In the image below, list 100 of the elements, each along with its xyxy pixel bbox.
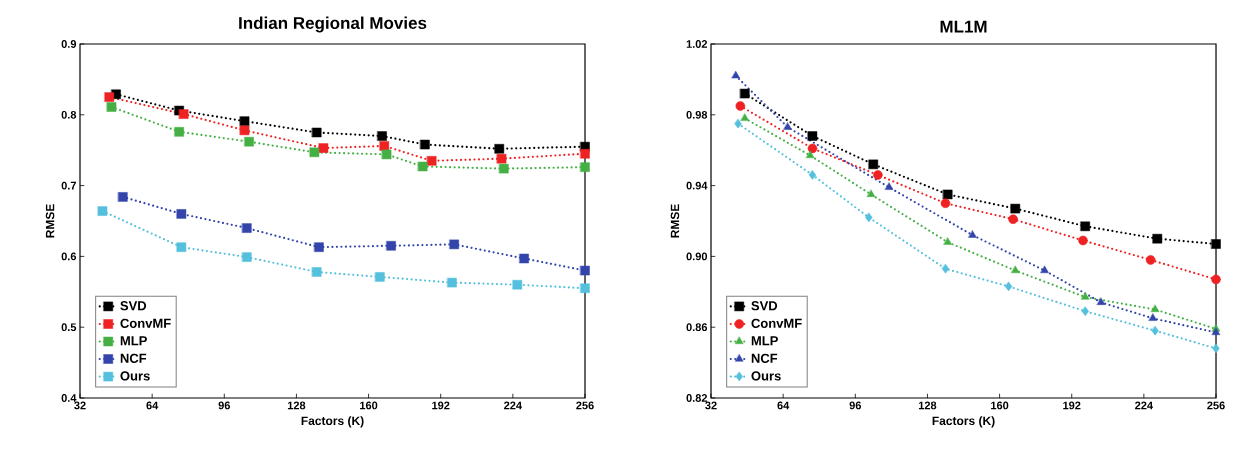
point [519, 253, 529, 264]
y-tick-label: 0.94 [686, 181, 708, 190]
y-tick-label: 0.4 [61, 394, 77, 402]
point [176, 209, 187, 219]
point [309, 147, 320, 158]
point [1211, 239, 1221, 249]
point [1010, 203, 1021, 214]
x-tick-label: 224 [504, 401, 522, 410]
legend-label: MLP [120, 336, 147, 346]
y-tick-label: 0.5 [61, 323, 77, 332]
point [1151, 304, 1160, 312]
point [941, 264, 950, 274]
y-tick-label: 1.02 [686, 40, 708, 48]
point [942, 189, 953, 200]
legend-label: SVD [751, 301, 778, 311]
point [1080, 221, 1090, 232]
x-tick-label: 256 [576, 401, 594, 410]
point [943, 237, 952, 245]
point [118, 192, 128, 202]
point [968, 230, 977, 238]
point [386, 241, 396, 251]
y-tick-label: 0.98 [686, 110, 708, 119]
point [868, 159, 879, 170]
point [239, 116, 250, 126]
point [807, 131, 818, 141]
point [449, 239, 459, 250]
chart-title: ML1M [940, 20, 987, 33]
point [174, 127, 184, 137]
legend-label: Ours [751, 371, 781, 381]
x-axis-title: Factors (K) [932, 416, 995, 428]
y-axis-title: RMSE [670, 204, 680, 238]
point [381, 149, 392, 160]
legend-label: ConvMF [751, 318, 802, 328]
point [940, 198, 951, 209]
point [1151, 325, 1159, 336]
point [176, 242, 187, 252]
y-tick-label: 0.8 [61, 110, 77, 119]
point [734, 118, 742, 129]
x-tick-label: 256 [1207, 401, 1225, 410]
y-tick-label: 0.82 [686, 394, 708, 402]
y-tick-label: 0.9 [61, 40, 77, 48]
x-tick-label: 32 [705, 401, 717, 410]
point [97, 206, 108, 216]
point [447, 277, 457, 288]
point [783, 122, 792, 130]
point [239, 125, 250, 136]
legend-label: NCF [120, 353, 147, 363]
y-tick-label: 0.7 [61, 181, 76, 190]
point [106, 102, 117, 112]
point [1011, 265, 1020, 274]
x-tick-label: 192 [1063, 401, 1081, 410]
point [311, 267, 322, 277]
y-tick-label: 0.86 [686, 323, 708, 332]
point [375, 272, 385, 282]
point [417, 161, 428, 172]
point [1211, 274, 1221, 285]
x-tick-label: 32 [74, 401, 86, 410]
legend-label: ConvMF [120, 318, 171, 328]
legend-label: MLP [751, 336, 778, 346]
point [1040, 265, 1049, 274]
y-tick-label: 0.90 [686, 252, 708, 261]
x-tick-label: 96 [849, 401, 862, 410]
point [311, 127, 322, 138]
legend-label: SVD [120, 301, 147, 311]
y-tick-label: 0.6 [61, 252, 77, 261]
point [178, 109, 189, 119]
point [242, 223, 252, 233]
point [866, 189, 876, 197]
point [1078, 235, 1088, 246]
x-tick-label: 64 [777, 401, 790, 410]
point [1148, 313, 1158, 321]
point [731, 71, 740, 79]
x-tick-label: 96 [218, 401, 231, 410]
x-tick-label: 224 [1135, 401, 1153, 410]
point [426, 156, 437, 166]
point [865, 212, 873, 223]
point [420, 139, 430, 150]
point [1008, 214, 1018, 224]
point [1081, 292, 1090, 300]
point [808, 170, 817, 180]
point [580, 283, 590, 294]
point [580, 148, 590, 159]
legend-label: Ours [120, 371, 150, 381]
point [1081, 306, 1089, 317]
point [379, 141, 390, 151]
point [1152, 233, 1163, 244]
x-tick-label: 64 [146, 401, 159, 410]
point [580, 265, 590, 276]
point [512, 279, 523, 290]
point [807, 143, 818, 154]
x-tick-label: 128 [918, 401, 937, 410]
legend-label: NCF [751, 353, 778, 363]
point [1004, 281, 1013, 292]
point [1211, 327, 1221, 336]
point [318, 143, 329, 153]
point [496, 153, 507, 164]
point [314, 242, 324, 252]
x-tick-label: 192 [432, 401, 450, 410]
point [499, 163, 509, 174]
x-axis-title: Factors (K) [301, 416, 364, 428]
